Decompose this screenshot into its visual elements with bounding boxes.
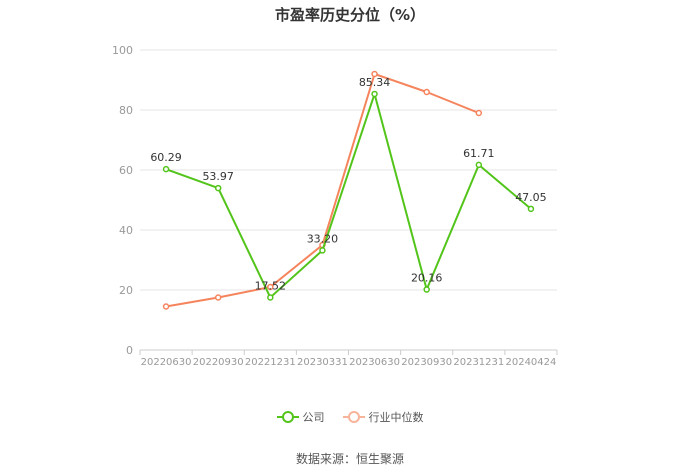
data-point-company: [162, 165, 170, 173]
data-point-company: [371, 90, 378, 98]
data-point-industry: [371, 70, 378, 78]
grid-layer: [140, 49, 557, 351]
x-tick-label: 20230930: [401, 357, 452, 368]
x-tick-label: 20240424: [505, 357, 556, 368]
data-label-company: 17.52: [255, 279, 287, 292]
legend-label-company: 公司: [302, 411, 325, 424]
y-tick-label: 60: [119, 164, 133, 177]
y-tick-label: 20: [119, 284, 133, 297]
data-point-industry: [423, 88, 430, 96]
data-label-company: 53.97: [202, 170, 234, 183]
data-point-industry: [267, 283, 274, 291]
label-layer: 60.29 53.97 17.52 33.20 85.34 20.16 61.71 47.05: [150, 76, 546, 292]
x-tick-label: 20230630: [349, 357, 400, 368]
data-point-industry: [214, 294, 222, 301]
series-layer: [162, 70, 535, 310]
chart-title: 市盈率历史分位（%）: [274, 6, 426, 24]
legend-item-company[interactable]: 公司: [276, 409, 325, 425]
x-tick-label: 20221231: [245, 357, 296, 368]
data-label-company: 85.34: [359, 76, 391, 89]
legend-item-industry[interactable]: 行业中位数: [342, 409, 424, 425]
data-point-industry: [475, 109, 483, 117]
legend-swatch-industry: [342, 411, 365, 423]
data-point-industry: [162, 303, 170, 310]
data-point-company: [319, 247, 326, 254]
data-label-company: 20.16: [411, 272, 443, 285]
y-tick-label: 80: [119, 104, 133, 117]
x-tick-label: 20231231: [453, 357, 504, 368]
data-label-company: 61.71: [463, 147, 495, 160]
legend: 公司 行业中位数: [0, 409, 700, 425]
source-note: 数据来源：恒生聚源: [295, 452, 404, 466]
x-tick-label: 20230331: [297, 357, 348, 368]
data-point-company: [267, 294, 274, 301]
legend-swatch-company: [276, 411, 299, 423]
data-label-company: 33.20: [307, 232, 339, 245]
series-line-company: [165, 92, 532, 299]
data-label-company: 60.29: [150, 151, 182, 164]
x-tick-label: 20220930: [193, 357, 244, 368]
data-label-company: 47.05: [515, 191, 547, 204]
x-tick-label: 20220630: [141, 357, 192, 368]
data-point-company: [423, 286, 430, 293]
y-tick-label: 0: [126, 344, 133, 357]
data-point-company: [475, 161, 483, 169]
y-tick-label: 100: [112, 44, 133, 57]
legend-label-industry: 行业中位数: [368, 411, 424, 424]
y-tick-label: 40: [119, 224, 133, 237]
data-point-company: [527, 205, 535, 213]
data-point-company: [214, 184, 222, 192]
